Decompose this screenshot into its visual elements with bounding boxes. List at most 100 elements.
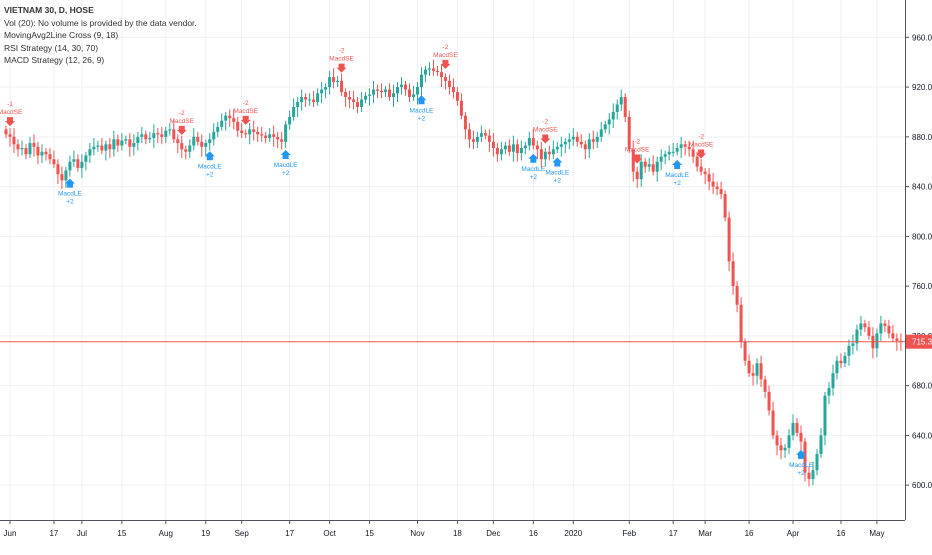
candle-body bbox=[699, 166, 703, 172]
candle-body bbox=[815, 454, 819, 471]
candle bbox=[108, 138, 112, 158]
candle bbox=[324, 83, 328, 99]
candle-body bbox=[539, 149, 543, 160]
candle bbox=[555, 141, 559, 154]
candle bbox=[611, 103, 615, 129]
candle bbox=[771, 401, 775, 440]
candle bbox=[148, 131, 152, 144]
candle-body bbox=[56, 164, 60, 175]
signal-qty: +2 bbox=[673, 180, 681, 187]
candle bbox=[891, 324, 895, 343]
candle bbox=[711, 172, 715, 195]
signal-qty: -1 bbox=[7, 101, 13, 108]
candle-body bbox=[423, 69, 427, 75]
candle bbox=[563, 138, 567, 154]
y-tick-label: 880.00 bbox=[912, 133, 932, 142]
candle-body bbox=[471, 139, 475, 142]
candle bbox=[64, 166, 68, 188]
legend-ma-cross: MovingAvg2Line Cross (9, 18) bbox=[4, 30, 119, 40]
x-tick-label: Sep bbox=[235, 529, 250, 538]
sell-signal: MacdSE-2 bbox=[169, 110, 195, 135]
candle bbox=[755, 358, 759, 385]
candle bbox=[252, 120, 256, 141]
candle bbox=[459, 93, 463, 120]
signal-qty: -2 bbox=[339, 48, 345, 55]
buy-arrow bbox=[204, 151, 215, 161]
candle bbox=[687, 140, 691, 157]
candle-body bbox=[356, 102, 360, 107]
candle bbox=[867, 320, 871, 340]
candle bbox=[679, 136, 683, 158]
signal-label: MacdLE bbox=[521, 166, 546, 173]
candle-body bbox=[775, 435, 779, 446]
candle-body bbox=[220, 120, 224, 127]
candle-body bbox=[404, 84, 407, 90]
x-tick-label: 17 bbox=[285, 529, 294, 538]
x-tick-label: 18 bbox=[453, 529, 462, 538]
candle-body bbox=[68, 161, 72, 171]
candle-body bbox=[184, 149, 188, 152]
candle-body bbox=[384, 89, 388, 93]
candle-body bbox=[479, 133, 483, 137]
candle bbox=[795, 417, 799, 437]
candle-body bbox=[851, 343, 855, 346]
candle bbox=[376, 84, 380, 99]
candle-body bbox=[352, 99, 356, 103]
candle-body bbox=[200, 141, 204, 147]
x-tick-label: 16 bbox=[529, 529, 538, 538]
candle-body bbox=[152, 133, 156, 139]
candle bbox=[527, 131, 531, 151]
candle bbox=[232, 109, 236, 130]
candle-body bbox=[743, 342, 747, 361]
candle bbox=[308, 93, 312, 106]
x-tick-label: May bbox=[869, 529, 884, 538]
candle-body bbox=[683, 144, 687, 147]
candle-body bbox=[739, 304, 743, 343]
candle-body bbox=[883, 323, 887, 326]
candle-body bbox=[607, 119, 611, 125]
sell-signal: MacdSE-2 bbox=[689, 133, 714, 159]
candle bbox=[364, 92, 368, 104]
signal-qty: -2 bbox=[542, 119, 548, 126]
candle-body bbox=[216, 126, 220, 132]
candle-body bbox=[443, 77, 447, 81]
candle-body bbox=[419, 74, 423, 88]
candle bbox=[791, 414, 795, 441]
candle-body bbox=[887, 325, 891, 334]
candle bbox=[579, 134, 583, 149]
buy-arrow bbox=[280, 150, 291, 160]
candle-body bbox=[707, 174, 711, 182]
y-tick-label: 840.00 bbox=[912, 183, 932, 192]
candle-body bbox=[711, 181, 715, 187]
candle-body bbox=[48, 154, 52, 160]
candle bbox=[523, 141, 527, 155]
signal-qty: +2 bbox=[530, 174, 538, 181]
candle-body bbox=[827, 388, 831, 396]
candle-body bbox=[108, 144, 112, 150]
candle bbox=[40, 144, 44, 163]
candle bbox=[188, 139, 192, 158]
candle bbox=[475, 131, 479, 149]
y-tick-label: 960.00 bbox=[912, 33, 932, 42]
candle bbox=[447, 74, 451, 95]
candle-body bbox=[435, 70, 439, 73]
candle-body bbox=[32, 143, 36, 147]
candle-body bbox=[531, 138, 535, 146]
candle bbox=[851, 334, 855, 355]
candle bbox=[260, 126, 264, 142]
candle-body bbox=[515, 144, 519, 154]
candle bbox=[567, 133, 571, 150]
candle bbox=[491, 133, 495, 157]
candle-body bbox=[491, 141, 495, 149]
candle bbox=[292, 98, 296, 121]
candle bbox=[707, 167, 711, 191]
x-tick-label: 15 bbox=[117, 529, 126, 538]
candle-body bbox=[547, 151, 551, 155]
candle-body bbox=[759, 363, 763, 380]
candle bbox=[388, 83, 392, 101]
signal-qty: +2 bbox=[206, 171, 214, 178]
candle-body bbox=[523, 145, 527, 149]
candle bbox=[192, 128, 196, 151]
